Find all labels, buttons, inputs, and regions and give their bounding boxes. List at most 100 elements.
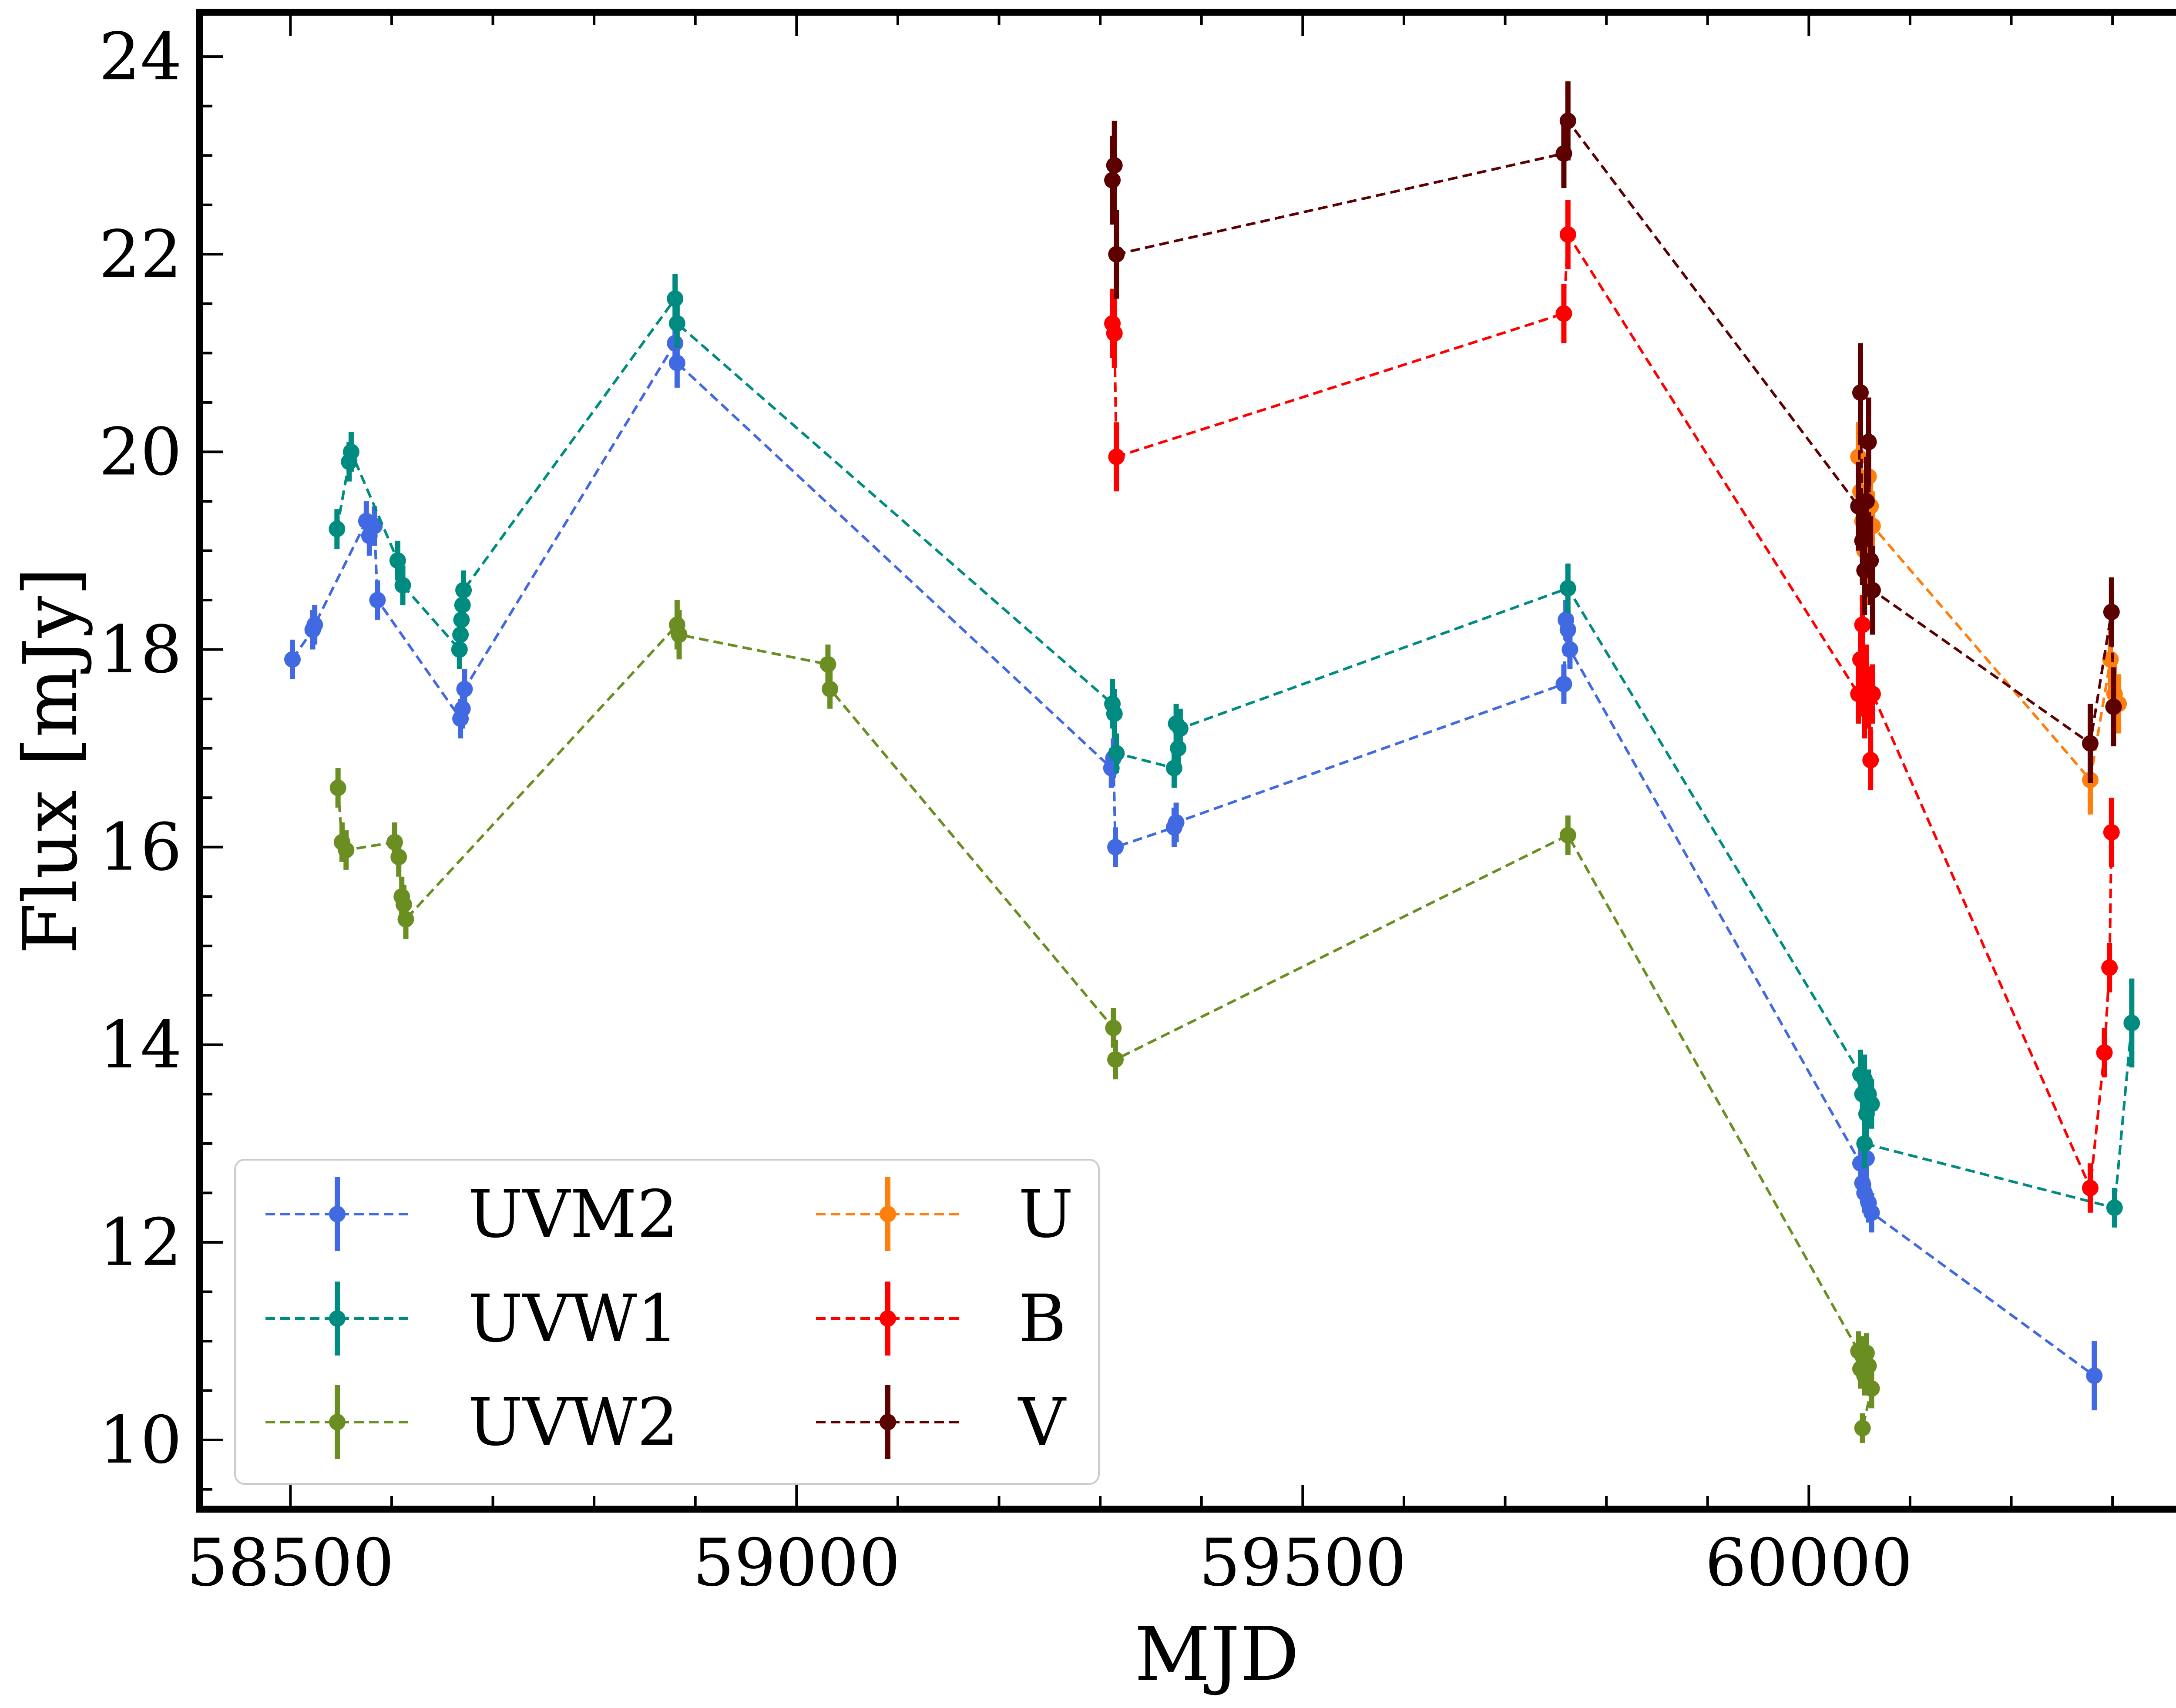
data-point: [338, 842, 355, 859]
data-point: [2105, 698, 2122, 715]
data-point: [369, 592, 386, 609]
x-tick-label: 59000: [693, 1525, 900, 1601]
legend: UVM2 UVW1 UVW2 UBV: [234, 1159, 1100, 1485]
data-point: [1108, 246, 1125, 263]
data-point: [819, 656, 836, 673]
data-point: [2086, 1367, 2103, 1384]
data-point: [329, 520, 346, 537]
data-point: [1559, 112, 1576, 129]
data-point: [2102, 651, 2119, 668]
data-point: [1864, 582, 1881, 599]
legend-marker: [329, 1206, 346, 1222]
data-point: [2103, 824, 2120, 841]
data-point: [456, 681, 473, 698]
series-uvw2: [329, 600, 1880, 1443]
data-point: [1106, 157, 1123, 174]
data-point: [1561, 641, 1578, 658]
data-point: [1864, 685, 1881, 702]
data-point: [2123, 1014, 2140, 1031]
data-point: [1559, 226, 1576, 243]
y-tick-label: 18: [99, 612, 182, 688]
data-point: [1863, 1096, 1880, 1113]
data-point: [390, 849, 407, 866]
data-point: [1863, 1204, 1880, 1221]
data-point: [306, 616, 323, 633]
data-point: [397, 911, 414, 928]
y-axis-title: Flux [mJy]: [8, 567, 94, 954]
legend-item-b: B: [816, 1281, 1066, 1357]
legend-label: UVW2: [468, 1385, 678, 1460]
data-point: [2082, 735, 2099, 752]
legend-label: V: [1017, 1385, 1067, 1460]
legend-item-uvw2: UVW2: [265, 1385, 678, 1460]
data-point: [389, 552, 406, 569]
data-point: [1860, 433, 1877, 450]
data-point: [1107, 839, 1124, 856]
x-tick-label: 60000: [1705, 1525, 1913, 1601]
data-point: [284, 651, 301, 668]
data-point: [1108, 745, 1125, 762]
data-point: [343, 443, 359, 460]
legend-item-uvw1: UVW1: [265, 1281, 678, 1357]
data-point: [668, 315, 685, 332]
x-tick-label: 59500: [1199, 1525, 1407, 1601]
series-layer: [284, 81, 2140, 1443]
legend-item-v: V: [816, 1385, 1067, 1460]
legend-marker: [329, 1414, 346, 1430]
legend-box: [234, 1159, 1100, 1485]
legend-label: UVM2: [468, 1177, 678, 1252]
y-tick-label: 22: [99, 217, 182, 292]
series-b: [1104, 200, 2120, 1213]
data-point: [2082, 1180, 2099, 1197]
legend-label: U: [1018, 1177, 1073, 1252]
data-point: [329, 779, 346, 796]
data-point: [1559, 580, 1576, 597]
data-point: [394, 577, 411, 594]
data-point: [1858, 493, 1875, 510]
data-point: [671, 626, 688, 643]
legend-label: UVW1: [468, 1281, 678, 1357]
x-axis-title: MJD: [1135, 1611, 1300, 1698]
legend-marker: [880, 1414, 896, 1430]
legend-item-uvm2: UVM2: [265, 1177, 678, 1252]
legend-marker: [880, 1206, 896, 1222]
legend-marker: [880, 1310, 896, 1327]
data-point: [1863, 1380, 1880, 1397]
data-point: [1108, 448, 1125, 465]
data-point: [2103, 604, 2120, 621]
data-point: [668, 355, 685, 372]
y-tick-label: 14: [99, 1007, 182, 1083]
legend-item-u: U: [816, 1177, 1073, 1252]
series-uvw1: [329, 274, 2140, 1228]
data-point: [2101, 959, 2118, 976]
data-point: [1559, 827, 1576, 844]
legend-marker: [329, 1310, 346, 1327]
data-point: [1852, 384, 1869, 401]
data-point: [822, 681, 839, 698]
data-point: [1106, 325, 1123, 342]
x-tick-label: 58500: [187, 1525, 394, 1601]
data-point: [1860, 1357, 1877, 1374]
data-point: [1555, 676, 1572, 693]
data-point: [1168, 814, 1185, 831]
data-point: [1105, 1020, 1122, 1037]
data-point: [1106, 705, 1123, 722]
y-tick-label: 12: [99, 1205, 182, 1281]
data-point: [1172, 720, 1189, 737]
data-point: [1854, 1419, 1871, 1436]
y-tick-label: 20: [99, 414, 182, 490]
data-point: [366, 517, 383, 534]
data-point: [1107, 1051, 1124, 1068]
legend-label: B: [1018, 1281, 1066, 1357]
y-tick-label: 10: [99, 1403, 182, 1478]
series-v: [1104, 81, 2122, 783]
y-tick-label: 16: [99, 810, 182, 886]
plot-frame: [196, 9, 2176, 1513]
data-point: [455, 582, 472, 599]
data-point: [2096, 1044, 2113, 1061]
data-point: [1856, 1135, 1873, 1152]
data-point: [1862, 752, 1879, 768]
data-point: [2106, 1199, 2123, 1216]
data-point: [1555, 305, 1572, 322]
